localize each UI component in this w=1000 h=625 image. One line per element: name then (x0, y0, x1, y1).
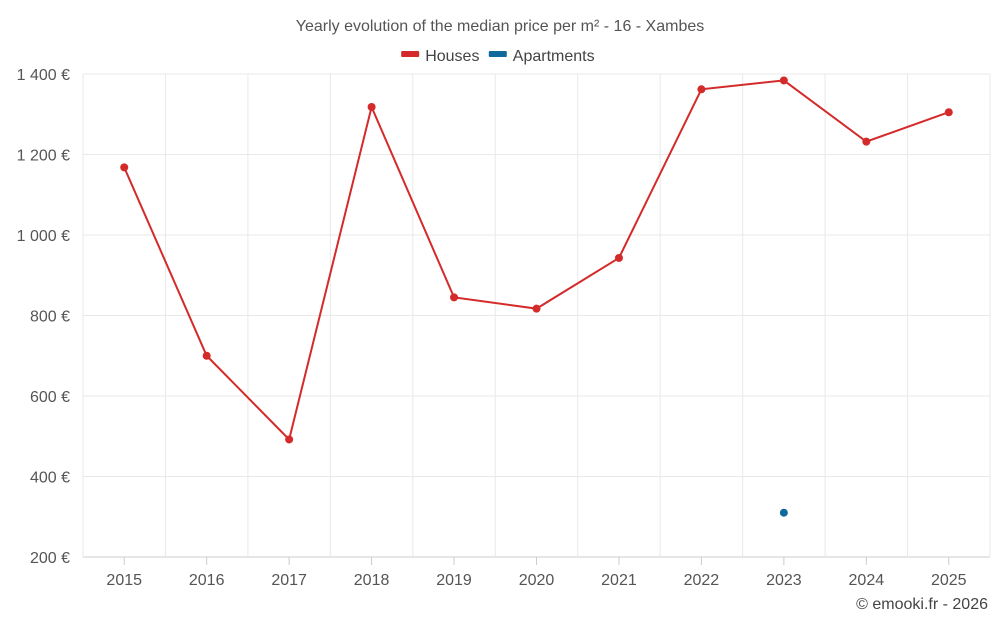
x-tick-label: 2017 (271, 572, 307, 589)
legend-swatch (488, 51, 507, 57)
x-tick-label: 2016 (189, 572, 225, 589)
y-tick-label: 200 € (30, 550, 70, 567)
grid (82, 73, 991, 558)
data-point-houses[interactable] (532, 304, 541, 313)
chart-title: Yearly evolution of the median price per… (296, 18, 705, 35)
x-tick-label: 2022 (684, 572, 720, 589)
legend-item-apartments[interactable]: Apartments (488, 48, 595, 65)
data-point-houses[interactable] (614, 253, 623, 262)
data-point-houses[interactable] (944, 108, 953, 117)
legend-label: Apartments (513, 48, 595, 65)
data-point-houses[interactable] (450, 293, 459, 302)
legend-item-houses[interactable]: Houses (401, 48, 479, 65)
data-point-houses[interactable] (285, 435, 294, 444)
x-tick-label: 2020 (519, 572, 555, 589)
legend-swatch (401, 51, 420, 57)
y-tick-label: 1 400 € (17, 67, 70, 84)
x-tick-label: 2024 (849, 572, 885, 589)
x-tick-label: 2015 (106, 572, 142, 589)
legend[interactable]: Houses Apartments (401, 48, 595, 65)
y-tick-label: 1 200 € (17, 148, 70, 165)
y-tick-label: 800 € (30, 309, 70, 326)
y-tick-label: 400 € (30, 470, 70, 487)
data-point-houses[interactable] (862, 137, 871, 146)
data-point-apartments[interactable] (779, 508, 788, 517)
x-tick-label: 2025 (931, 572, 967, 589)
data-point-houses[interactable] (697, 85, 706, 94)
y-axis: 200 € 400 € 600 € 800 € 1 000 € 1 200 € 1 400 … (17, 67, 70, 567)
data-point-houses[interactable] (120, 163, 129, 172)
x-tick-label: 2019 (436, 572, 472, 589)
x-tick-label: 2018 (354, 572, 390, 589)
x-tick-label: 2021 (601, 572, 637, 589)
data-point-houses[interactable] (367, 103, 376, 112)
series-layer (120, 76, 953, 517)
data-point-houses[interactable] (202, 351, 211, 360)
y-tick-label: 1 000 € (17, 228, 70, 245)
x-tick-label: 2023 (766, 572, 802, 589)
credit-text: © emooki.fr - 2026 (856, 596, 988, 613)
x-axis: 2015 2016 2017 2018 2019 2020 2021 2022 2023 2024… (106, 557, 967, 589)
y-tick-label: 600 € (30, 389, 70, 406)
data-point-houses[interactable] (779, 76, 788, 85)
legend-label: Houses (425, 48, 479, 65)
